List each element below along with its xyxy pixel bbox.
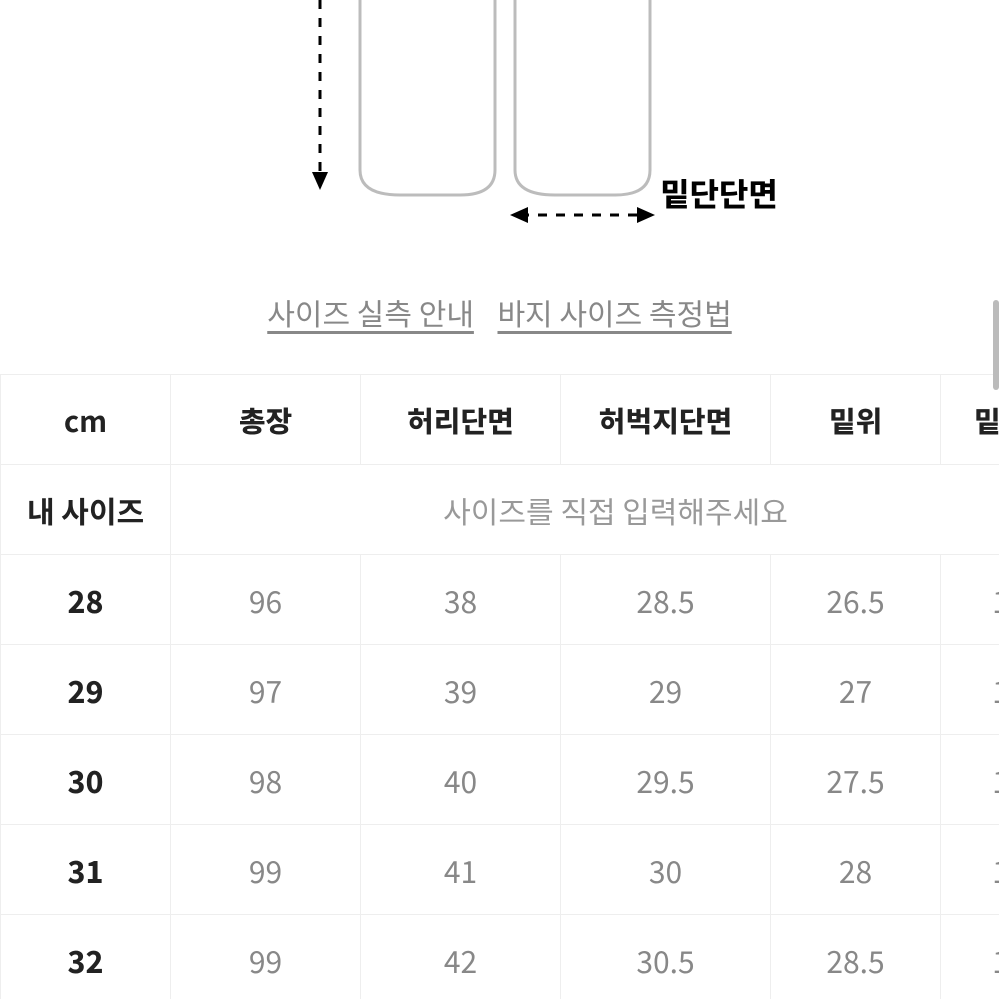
value-cell: 30 [561, 825, 771, 915]
col-header: 밑위 [771, 375, 941, 465]
value-cell: 98 [171, 735, 361, 825]
unit-header: cm [1, 375, 171, 465]
value-cell: 1 [941, 915, 999, 999]
table-row: 32 99 42 30.5 28.5 1 [1, 915, 999, 999]
table-row: 31 99 41 30 28 1 [1, 825, 999, 915]
value-cell: 1 [941, 645, 999, 735]
col-header: 밑단 [941, 375, 999, 465]
value-cell: 28.5 [771, 915, 941, 999]
value-cell: 99 [171, 915, 361, 999]
size-cell: 29 [1, 645, 171, 735]
value-cell: 30.5 [561, 915, 771, 999]
value-cell: 1 [941, 735, 999, 825]
pants-diagram: 밑단단면 [0, 0, 999, 260]
col-header: 총장 [171, 375, 361, 465]
my-size-input-prompt[interactable]: 사이즈를 직접 입력해주세요 [171, 465, 999, 555]
value-cell: 38 [361, 555, 561, 645]
value-cell: 39 [361, 645, 561, 735]
guide-links: 사이즈 실측 안내 바지 사이즈 측정법 [0, 290, 999, 334]
value-cell: 99 [171, 825, 361, 915]
my-size-row[interactable]: 내 사이즈 사이즈를 직접 입력해주세요 [1, 465, 999, 555]
value-cell: 28.5 [561, 555, 771, 645]
size-cell: 30 [1, 735, 171, 825]
value-cell: 28 [771, 825, 941, 915]
col-header: 허벅지단면 [561, 375, 771, 465]
value-cell: 40 [361, 735, 561, 825]
size-measure-guide-link[interactable]: 사이즈 실측 안내 [267, 290, 474, 334]
scrollbar-indicator[interactable] [993, 300, 999, 390]
table-row: 29 97 39 29 27 1 [1, 645, 999, 735]
value-cell: 29 [561, 645, 771, 735]
size-cell: 32 [1, 915, 171, 999]
hem-width-label: 밑단단면 [660, 170, 778, 216]
size-cell: 31 [1, 825, 171, 915]
table-row: 28 96 38 28.5 26.5 1 [1, 555, 999, 645]
size-cell: 28 [1, 555, 171, 645]
value-cell: 26.5 [771, 555, 941, 645]
value-cell: 1 [941, 555, 999, 645]
value-cell: 1 [941, 825, 999, 915]
value-cell: 96 [171, 555, 361, 645]
size-table: cm 총장 허리단면 허벅지단면 밑위 밑단 내 사이즈 사이즈를 직접 입력해… [0, 374, 999, 999]
value-cell: 41 [361, 825, 561, 915]
pants-size-guide-link[interactable]: 바지 사이즈 측정법 [497, 290, 731, 334]
value-cell: 29.5 [561, 735, 771, 825]
value-cell: 27.5 [771, 735, 941, 825]
table-row: 30 98 40 29.5 27.5 1 [1, 735, 999, 825]
value-cell: 42 [361, 915, 561, 999]
table-header-row: cm 총장 허리단면 허벅지단면 밑위 밑단 [1, 375, 999, 465]
col-header: 허리단면 [361, 375, 561, 465]
my-size-label: 내 사이즈 [1, 465, 171, 555]
value-cell: 27 [771, 645, 941, 735]
value-cell: 97 [171, 645, 361, 735]
